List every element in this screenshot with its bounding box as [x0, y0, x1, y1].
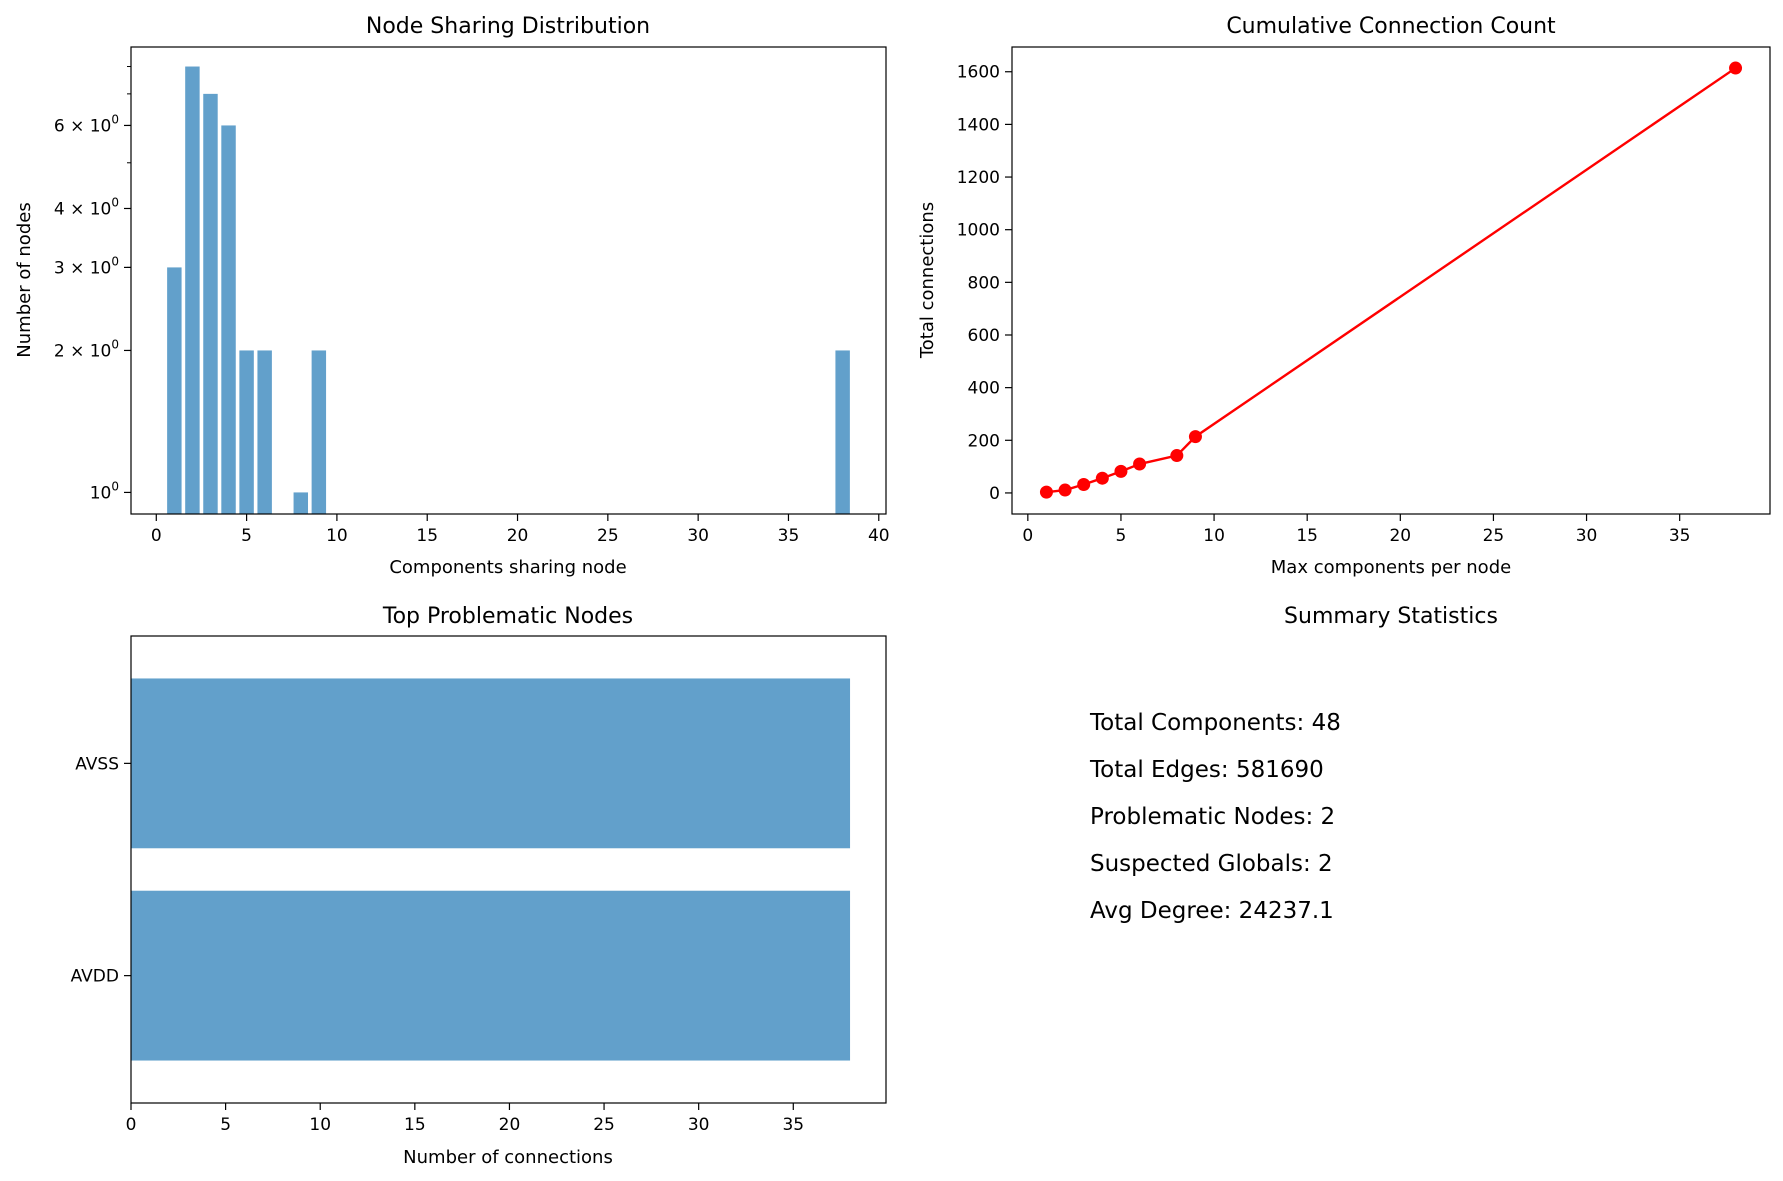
data-point: [1729, 61, 1743, 75]
y-tick-label: 600: [968, 326, 1000, 346]
data-point: [1114, 464, 1128, 478]
y-ticks: 100 2 × 100 3 × 100 4 × 100 6 × 100: [54, 66, 131, 503]
x-tick-label: 20: [1389, 526, 1411, 546]
x-tick-label: 15: [1296, 526, 1318, 546]
panel-summary: Summary Statistics Total Components: 48 …: [1089, 604, 1498, 924]
data-point: [1188, 430, 1202, 444]
x-tick-label: 30: [688, 1115, 710, 1135]
x-tick-label: 0: [151, 526, 162, 546]
y-axis-label: Number of nodes: [14, 202, 35, 357]
x-tick-label: 10: [326, 526, 348, 546]
summary-title: Summary Statistics: [1284, 604, 1498, 629]
bar: [185, 66, 200, 514]
y-tick-label: 1000: [957, 221, 1000, 241]
y-tick-label: 0: [989, 484, 1000, 504]
y-tick-label: 200: [968, 431, 1000, 451]
data-point: [1077, 478, 1091, 492]
y-tick-label: 800: [968, 273, 1000, 293]
bar: [293, 492, 309, 514]
x-axis-label: Max components per node: [1271, 557, 1511, 578]
y-tick-label: 1200: [957, 168, 1000, 188]
bar: [167, 267, 182, 514]
y-tick-label: 6 × 100: [54, 112, 119, 136]
summary-line: Total Components: 48: [1089, 710, 1341, 736]
data-point: [1170, 449, 1184, 463]
x-tick-label: 35: [1669, 526, 1691, 546]
x-tick-label: 0: [126, 1115, 137, 1135]
bar: [239, 350, 254, 514]
bar: [311, 350, 327, 514]
chart-title: Node Sharing Distribution: [366, 14, 650, 39]
x-tick-label: 30: [687, 526, 709, 546]
plot-frame: [1011, 46, 1771, 515]
x-tick-label: 15: [416, 526, 438, 546]
x-tick-label: 5: [220, 1115, 231, 1135]
summary-line: Problematic Nodes: 2: [1090, 804, 1335, 830]
plot-frame: [130, 635, 887, 1104]
bar: [203, 93, 218, 515]
x-tick-label: 5: [1116, 526, 1127, 546]
bar: [257, 350, 272, 514]
x-tick-label: 10: [1203, 526, 1225, 546]
y-tick-label: AVDD: [71, 967, 119, 987]
y-tick-label: 3 × 100: [54, 254, 119, 278]
x-tick-label: 40: [868, 526, 890, 546]
y-tick-label: 2 × 100: [54, 337, 119, 361]
x-tick-label: 20: [507, 526, 529, 546]
panel-top-problematic: Top Problematic Nodes 0 5 10 15 20 25 30 35 AVS…: [71, 604, 887, 1168]
x-axis-label: Number of connections: [403, 1147, 613, 1168]
y-tick-label: 400: [968, 379, 1000, 399]
x-ticks: 0 5 10 15 20 25 30 35: [1022, 514, 1690, 546]
y-tick-label: AVSS: [75, 754, 119, 774]
x-tick-label: 25: [593, 1115, 615, 1135]
x-tick-label: 20: [499, 1115, 521, 1135]
y-tick-label: 1400: [957, 115, 1000, 135]
bar: [835, 350, 850, 514]
x-tick-label: 30: [1576, 526, 1598, 546]
panel-cumulative: Cumulative Connection Count 0 5 10 15 20 25 30…: [917, 14, 1771, 578]
x-ticks: 0 5 10 15 20 25 30 35 40: [151, 514, 890, 546]
x-tick-label: 10: [309, 1115, 331, 1135]
y-tick-label: 100: [90, 479, 119, 503]
panel-node-sharing: Node Sharing Distribution 0 5 10 15 20 25 30 35…: [14, 14, 890, 578]
summary-line: Avg Degree: 24237.1: [1090, 898, 1334, 924]
x-tick-label: 25: [1483, 526, 1505, 546]
y-axis-label: Total connections: [917, 202, 938, 359]
y-tick-label: 4 × 100: [54, 195, 119, 219]
x-tick-label: 15: [404, 1115, 426, 1135]
x-ticks: 0 5 10 15 20 25 30 35: [126, 1103, 804, 1135]
data-point: [1133, 457, 1147, 471]
y-ticks: AVSS AVDD: [71, 754, 131, 987]
x-tick-label: 25: [597, 526, 619, 546]
summary-line: Total Edges: 581690: [1089, 757, 1324, 783]
bar: [221, 125, 236, 515]
series-path: [1046, 67, 1737, 494]
chart-title: Cumulative Connection Count: [1226, 14, 1556, 39]
bars: [131, 678, 851, 1061]
data-point: [1039, 485, 1053, 499]
x-tick-label: 5: [241, 526, 252, 546]
x-tick-label: 0: [1022, 526, 1033, 546]
x-axis-label: Components sharing node: [389, 557, 626, 578]
y-ticks: 0 200 400 600 800 1000 1200 1400 1600: [957, 63, 1012, 504]
bars: [167, 66, 850, 515]
chart-title: Top Problematic Nodes: [382, 604, 633, 629]
data-point: [1058, 483, 1072, 497]
bar: [131, 678, 851, 849]
y-tick-label: 1600: [957, 63, 1000, 83]
x-tick-label: 35: [778, 526, 800, 546]
series-line: [1039, 61, 1743, 499]
plot-frame: [130, 46, 887, 515]
summary-line: Suspected Globals: 2: [1090, 851, 1333, 877]
data-point: [1095, 471, 1109, 485]
x-tick-label: 35: [782, 1115, 804, 1135]
bar: [131, 890, 851, 1061]
